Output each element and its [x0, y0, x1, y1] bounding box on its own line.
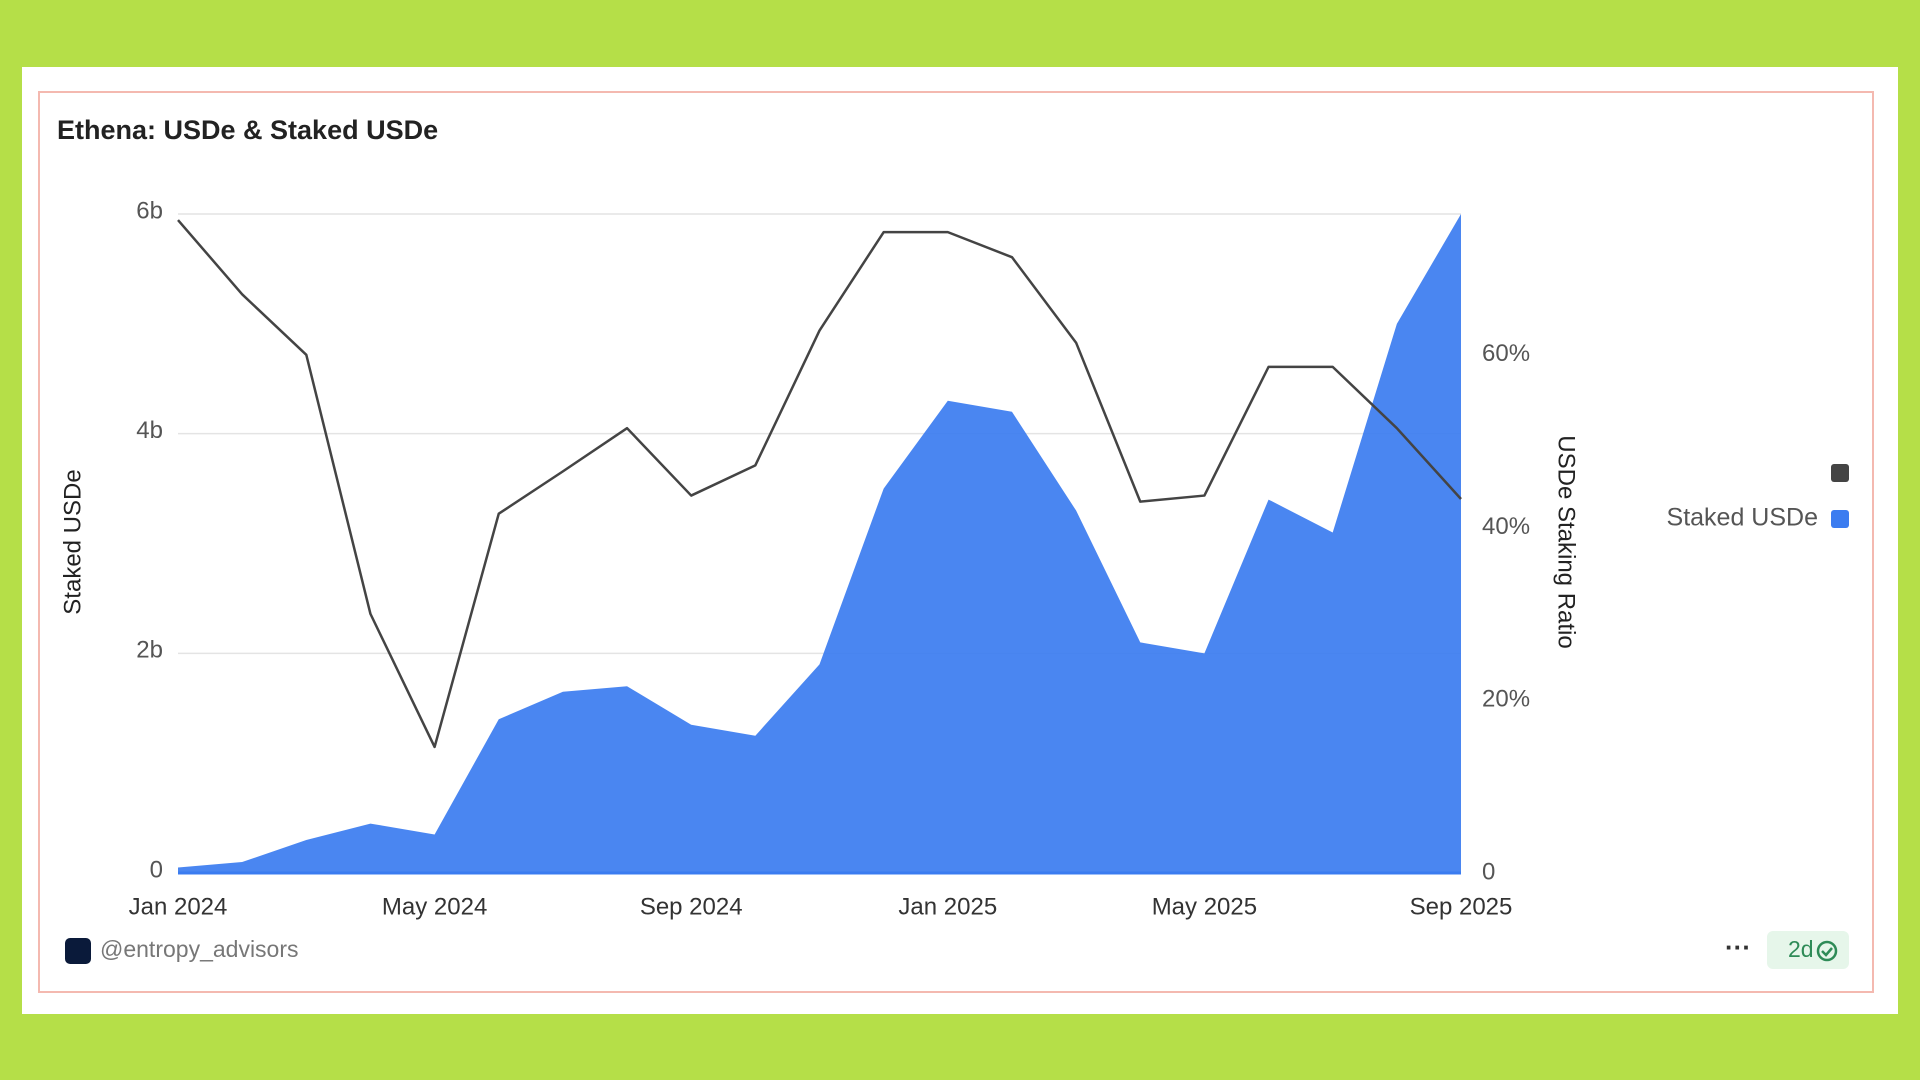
- badge[interactable]: 2d: [1788, 936, 1814, 962]
- y-axis-title: Staked USDe: [59, 469, 86, 614]
- y2-tick-label: 0: [1482, 858, 1495, 885]
- legend-swatch: [1831, 464, 1849, 482]
- y2-axis-title: USDe Staking Ratio: [1553, 435, 1580, 648]
- chart: Ethena: USDe & Staked USDe Staked USDe U…: [38, 91, 1874, 993]
- y-tick-label: 6b: [136, 197, 163, 224]
- frame: [38, 91, 1874, 993]
- x-tick-label: May 2025: [1152, 893, 1257, 920]
- x-tick-label: Jan 2025: [898, 893, 997, 920]
- area: [178, 214, 1461, 873]
- menu-dots[interactable]: ···: [1725, 932, 1751, 962]
- y2-tick-label: 60%: [1482, 340, 1530, 367]
- badge-check: [1821, 947, 1833, 957]
- x-tick-label: May 2024: [382, 893, 487, 920]
- y-tick-label: 2b: [136, 637, 163, 664]
- x-tick-label: Sep 2025: [1410, 893, 1513, 920]
- chart-title: Ethena: USDe & Staked USDe: [57, 115, 438, 145]
- y2-tick-label: 20%: [1482, 686, 1530, 713]
- source-icon: [65, 938, 91, 964]
- card: Ethena: USDe & Staked USDe Staked USDe U…: [22, 67, 1898, 1014]
- x-tick-label: Jan 2024: [129, 893, 228, 920]
- legend-swatch: [1831, 510, 1849, 528]
- x-tick-label: Sep 2024: [640, 893, 743, 920]
- y2-tick-label: 40%: [1482, 513, 1530, 540]
- y-tick-label: 4b: [136, 417, 163, 444]
- legend: USDe Staking Ratio: [1578, 458, 1800, 486]
- y-tick-label: 0: [150, 856, 163, 883]
- legend-label: USDe Staking Ratio: [1578, 458, 1800, 486]
- legend-label: Staked USDe: [1667, 504, 1818, 532]
- badge-check: [1816, 940, 1838, 962]
- line: [177, 219, 1462, 749]
- source: @entropy_advisors: [100, 936, 299, 962]
